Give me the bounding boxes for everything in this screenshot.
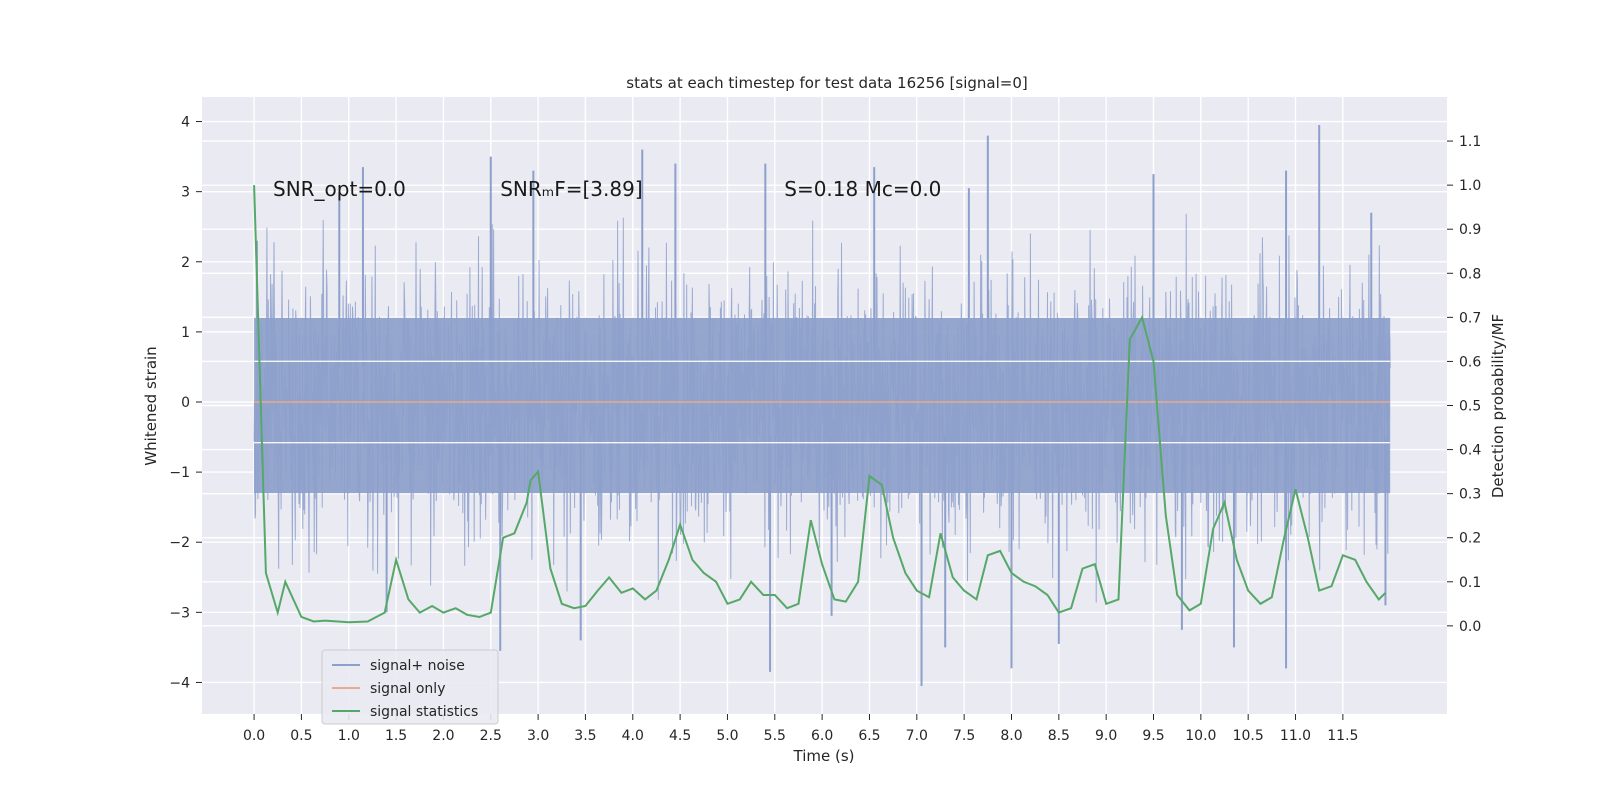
- yr-tick-label-4: 0.4: [1459, 443, 1481, 459]
- yr-tick-label-8: 0.8: [1459, 266, 1481, 282]
- yr-tick-label-9: 0.9: [1459, 222, 1481, 238]
- yl-tick-label-1: −3: [169, 605, 190, 621]
- legend-label-0: signal+ noise: [370, 658, 465, 674]
- annotations: SNR_opt=0.0 SNRₘF=[3.89] S=0.18 Mc=0.0: [273, 177, 941, 201]
- noise-core-band: [254, 317, 1391, 494]
- x-tick-label-12: 6.0: [811, 728, 833, 744]
- yr-tick-label-1: 0.1: [1459, 575, 1481, 591]
- x-tick-label-16: 8.0: [1000, 728, 1022, 744]
- yr-tick-label-5: 0.5: [1459, 399, 1481, 415]
- x-tick-label-18: 9.0: [1095, 728, 1117, 744]
- x-tick-label-8: 4.0: [622, 728, 644, 744]
- yr-tick-label-10: 1.0: [1459, 178, 1481, 194]
- x-tick-label-17: 8.5: [1048, 728, 1070, 744]
- annotation-0: SNR_opt=0.0: [273, 177, 406, 201]
- annotation-2: S=0.18 Mc=0.0: [784, 177, 941, 201]
- x-tick-label-5: 2.5: [480, 728, 502, 744]
- yr-tick-label-3: 0.3: [1459, 487, 1481, 503]
- x-tick-label-7: 3.5: [574, 728, 596, 744]
- x-tick-label-22: 11.0: [1280, 728, 1311, 744]
- legend-label-2: signal statistics: [370, 704, 478, 720]
- x-tick-label-0: 0.0: [243, 728, 265, 744]
- chart-title: stats at each timestep for test data 162…: [626, 74, 1027, 92]
- series-signal-statistics: [253, 185, 1387, 624]
- yr-tick-label-7: 0.7: [1459, 310, 1481, 326]
- yl-tick-label-8: 4: [181, 115, 190, 131]
- yl-tick-label-2: −2: [169, 535, 190, 551]
- yr-tick-label-0: 0.0: [1459, 619, 1481, 635]
- x-tick-label-14: 7.0: [906, 728, 928, 744]
- yr-tick-label-2: 0.2: [1459, 531, 1481, 547]
- y-right-axis-label: Detection probability/MF: [1489, 314, 1507, 498]
- x-tick-label-21: 10.5: [1233, 728, 1264, 744]
- series-signal-plus-noise: [253, 125, 1391, 686]
- x-tick-label-4: 2.0: [432, 728, 454, 744]
- x-tick-label-15: 7.5: [953, 728, 975, 744]
- x-tick-label-3: 1.5: [385, 728, 407, 744]
- x-axis-ticks: 0.0 0.5 1.0 1.5 2.0 2.5 3.0 3.5 4.0 4.5 5.0 5.5 6.0 6…: [243, 714, 1358, 744]
- x-axis-label: Time (s): [793, 747, 855, 765]
- x-tick-label-11: 5.5: [764, 728, 786, 744]
- yl-tick-label-5: 1: [181, 325, 190, 341]
- yr-tick-label-11: 1.1: [1459, 134, 1481, 150]
- x-tick-label-13: 6.5: [858, 728, 880, 744]
- yl-tick-label-6: 2: [181, 255, 190, 271]
- legend-box: [321, 649, 499, 725]
- x-tick-label-20: 10.0: [1185, 728, 1216, 744]
- annotation-1: SNRₘF=[3.89]: [500, 177, 642, 201]
- yl-tick-label-0: −4: [169, 675, 190, 691]
- yl-tick-label-7: 3: [181, 185, 190, 201]
- y-right-axis-ticks: 0.0 0.1 0.2 0.3 0.4 0.5 0.6 0.7 0.8 0.9 1.0 1.1: [1447, 134, 1481, 635]
- y-left-axis-label: Whitened strain: [142, 346, 160, 465]
- yl-tick-label-4: 0: [181, 395, 190, 411]
- x-tick-label-9: 4.5: [669, 728, 691, 744]
- yr-tick-label-6: 0.6: [1459, 354, 1481, 370]
- x-tick-label-6: 3.0: [527, 728, 549, 744]
- x-tick-label-23: 11.5: [1327, 728, 1358, 744]
- stats-line: [253, 185, 1387, 624]
- x-tick-label-1: 0.5: [290, 728, 312, 744]
- yl-tick-label-3: −1: [169, 465, 190, 481]
- y-left-axis-ticks: −4 −3 −2 −1 0 1 2 3 4: [169, 115, 202, 691]
- x-tick-label-10: 5.0: [716, 728, 738, 744]
- x-tick-label-2: 1.0: [338, 728, 360, 744]
- x-tick-label-19: 9.5: [1142, 728, 1164, 744]
- legend-label-1: signal only: [370, 681, 445, 697]
- legend: signal+ noise signal only signal statistic…: [321, 649, 499, 725]
